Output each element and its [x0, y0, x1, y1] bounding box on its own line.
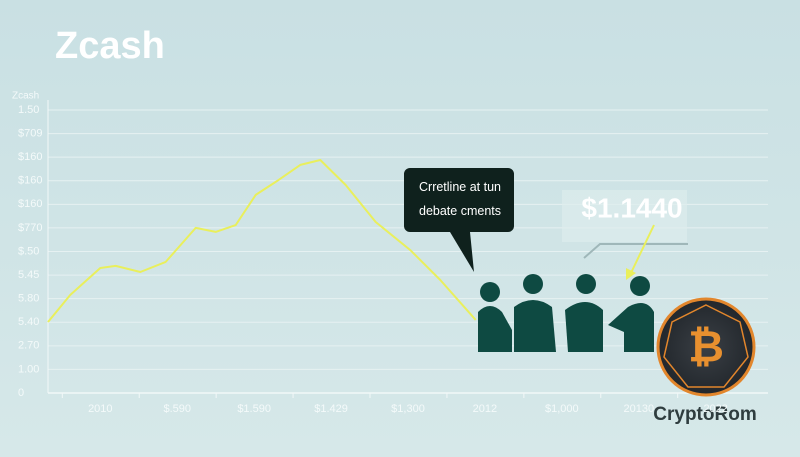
x-tick-label: 20130: [623, 403, 654, 415]
people: [478, 274, 654, 352]
x-tick-label: $1.429: [314, 403, 348, 415]
speech-bubble: [404, 168, 514, 272]
y-tick-label: $160: [18, 198, 42, 210]
x-tick-label: $1,300: [391, 403, 425, 415]
y-tick-label: $.50: [18, 245, 39, 257]
panel: [562, 190, 687, 242]
coin-polygon: [663, 304, 749, 388]
price-annotation: $1.1440: [581, 192, 682, 223]
x-tick-label: $.590: [163, 403, 191, 415]
chart-title: Zcash: [55, 25, 165, 67]
y-tick-label: 5.45: [18, 269, 39, 281]
x-tick-label: 2012: [473, 403, 497, 415]
coin-symbol: ₿: [688, 323, 724, 372]
arrow: [629, 224, 655, 276]
y-tick-label: 5.80: [18, 293, 39, 305]
x-tick-label: $1.590: [237, 403, 271, 415]
brand: CryptoRom: [653, 404, 756, 425]
plot: [47, 159, 477, 323]
y-tick-label: 1.00: [18, 363, 39, 375]
y-axis-label: Zcash: [12, 91, 39, 102]
line-series: [47, 159, 477, 323]
x-tick-label: 2010: [88, 403, 112, 415]
bubble-line: Crretline at tun debate cments: [419, 180, 501, 218]
x-tick-label: $1,000: [545, 403, 579, 415]
coin: [656, 297, 756, 397]
panel-line: [583, 243, 688, 259]
y-tick-label: 5.40: [18, 316, 39, 328]
y-tick-label: $160: [18, 151, 42, 163]
y-tick-label: 0: [18, 387, 24, 399]
x-tick-label: 2022: [703, 403, 727, 415]
y-tick-label: 2.70: [18, 340, 39, 352]
y-tick-label: 1.50: [18, 104, 39, 116]
y-tick-label: $770: [18, 222, 42, 234]
y-tick-label: $709: [18, 127, 42, 139]
arrow-head: [626, 268, 636, 280]
y-tick-label: $160: [18, 175, 42, 187]
